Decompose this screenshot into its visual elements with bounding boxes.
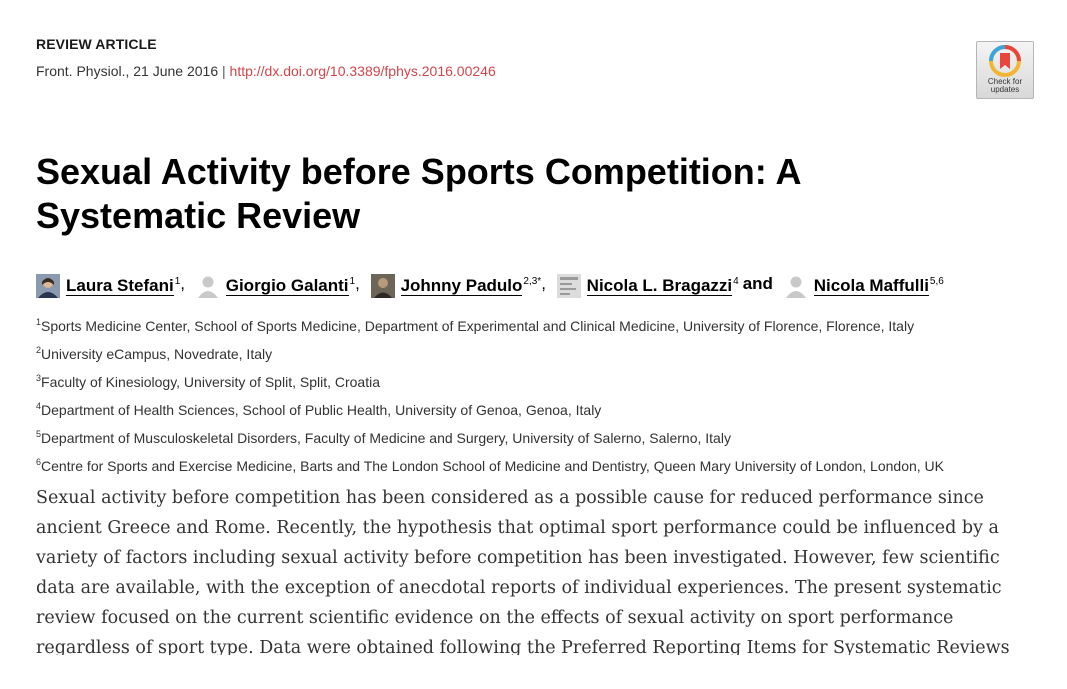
author-separator: , bbox=[541, 273, 546, 293]
affiliation-number: 1 bbox=[36, 317, 42, 327]
article-type: REVIEW ARTICLE bbox=[36, 36, 157, 52]
journal-date: Front. Physiol., 21 June 2016 bbox=[36, 63, 219, 79]
author-affiliation-marker: 1 bbox=[174, 276, 181, 287]
author-name-link[interactable]: Laura Stefani bbox=[66, 275, 174, 296]
author-affiliation-marker: 1 bbox=[349, 276, 356, 287]
author-name-link[interactable]: Nicola Maffulli bbox=[813, 275, 929, 296]
affiliation-text: Faculty of Kinesiology, University of Sp… bbox=[41, 374, 381, 390]
affiliation-item: 4Department of Health Sciences, School o… bbox=[36, 394, 1046, 422]
check-updates-line1: Check for bbox=[987, 77, 1023, 86]
author-giorgio-galanti: Giorgio Galanti1 bbox=[196, 270, 355, 298]
affiliation-number: 5 bbox=[36, 429, 42, 439]
check-for-updates-badge-icon bbox=[989, 45, 1021, 77]
affiliation-number: 6 bbox=[36, 457, 42, 467]
affiliation-list: 1Sports Medicine Center, School of Sport… bbox=[36, 310, 1046, 478]
affiliation-number: 4 bbox=[36, 401, 42, 411]
check-updates-label: Check for updates bbox=[977, 78, 1033, 94]
check-for-updates-button[interactable]: Check for updates bbox=[976, 41, 1034, 99]
author-affiliation-marker: 4 bbox=[733, 276, 739, 287]
author-name-link[interactable]: Johnny Padulo bbox=[400, 275, 523, 296]
author-separator: , bbox=[180, 273, 185, 293]
abstract-text: Sexual activity before competition has b… bbox=[36, 488, 1010, 655]
citation-line: Front. Physiol., 21 June 2016 | http://d… bbox=[36, 63, 496, 79]
author-joiner: and bbox=[742, 273, 773, 293]
author-separator: , bbox=[355, 273, 360, 293]
affiliation-text: Sports Medicine Center, School of Sports… bbox=[41, 318, 915, 334]
author-list: Laura Stefani1 , Giorgio Galanti1 , John… bbox=[36, 270, 1036, 298]
affiliation-text: Department of Health Sciences, School of… bbox=[41, 402, 602, 418]
author-nicola-maffulli: Nicola Maffulli5,6 bbox=[784, 270, 944, 298]
affiliation-item: 2University eCampus, Novedrate, Italy bbox=[36, 338, 1046, 366]
author-avatar-icon bbox=[197, 276, 218, 298]
article-title: Sexual Activity before Sports Competitio… bbox=[36, 151, 801, 236]
author-avatar-icon bbox=[785, 276, 806, 298]
author-name-link[interactable]: Nicola L. Bragazzi bbox=[586, 275, 733, 296]
citation-separator: | bbox=[222, 63, 226, 79]
affiliation-text: Centre for Sports and Exercise Medicine,… bbox=[41, 458, 944, 474]
affiliation-text: Department of Musculoskeletal Disorders,… bbox=[41, 430, 731, 446]
author-laura-stefani: Laura Stefani1 bbox=[36, 270, 180, 298]
author-avatar-icon bbox=[556, 273, 581, 298]
check-updates-line2: updates bbox=[990, 85, 1020, 94]
doi-link[interactable]: http://dx.doi.org/10.3389/fphys.2016.002… bbox=[229, 63, 496, 79]
author-nicola-bragazzi: Nicola L. Bragazzi4 bbox=[556, 270, 739, 298]
author-avatar-icon bbox=[370, 273, 395, 298]
affiliation-number: 2 bbox=[36, 345, 42, 355]
author-name-link[interactable]: Giorgio Galanti bbox=[225, 275, 349, 296]
affiliation-item: 3Faculty of Kinesiology, University of S… bbox=[36, 366, 1046, 394]
author-affiliation-marker: 2,3* bbox=[523, 276, 542, 287]
affiliation-item: 6Centre for Sports and Exercise Medicine… bbox=[36, 450, 1046, 478]
affiliation-text: University eCampus, Novedrate, Italy bbox=[41, 346, 273, 362]
author-johnny-padulo: Johnny Padulo2,3* bbox=[370, 270, 542, 298]
affiliation-item: 5Department of Musculoskeletal Disorders… bbox=[36, 422, 1046, 450]
affiliation-number: 3 bbox=[36, 373, 42, 383]
author-affiliation-marker: 5,6 bbox=[929, 276, 944, 287]
author-avatar-icon bbox=[36, 273, 60, 298]
affiliation-item: 1Sports Medicine Center, School of Sport… bbox=[36, 310, 1046, 338]
